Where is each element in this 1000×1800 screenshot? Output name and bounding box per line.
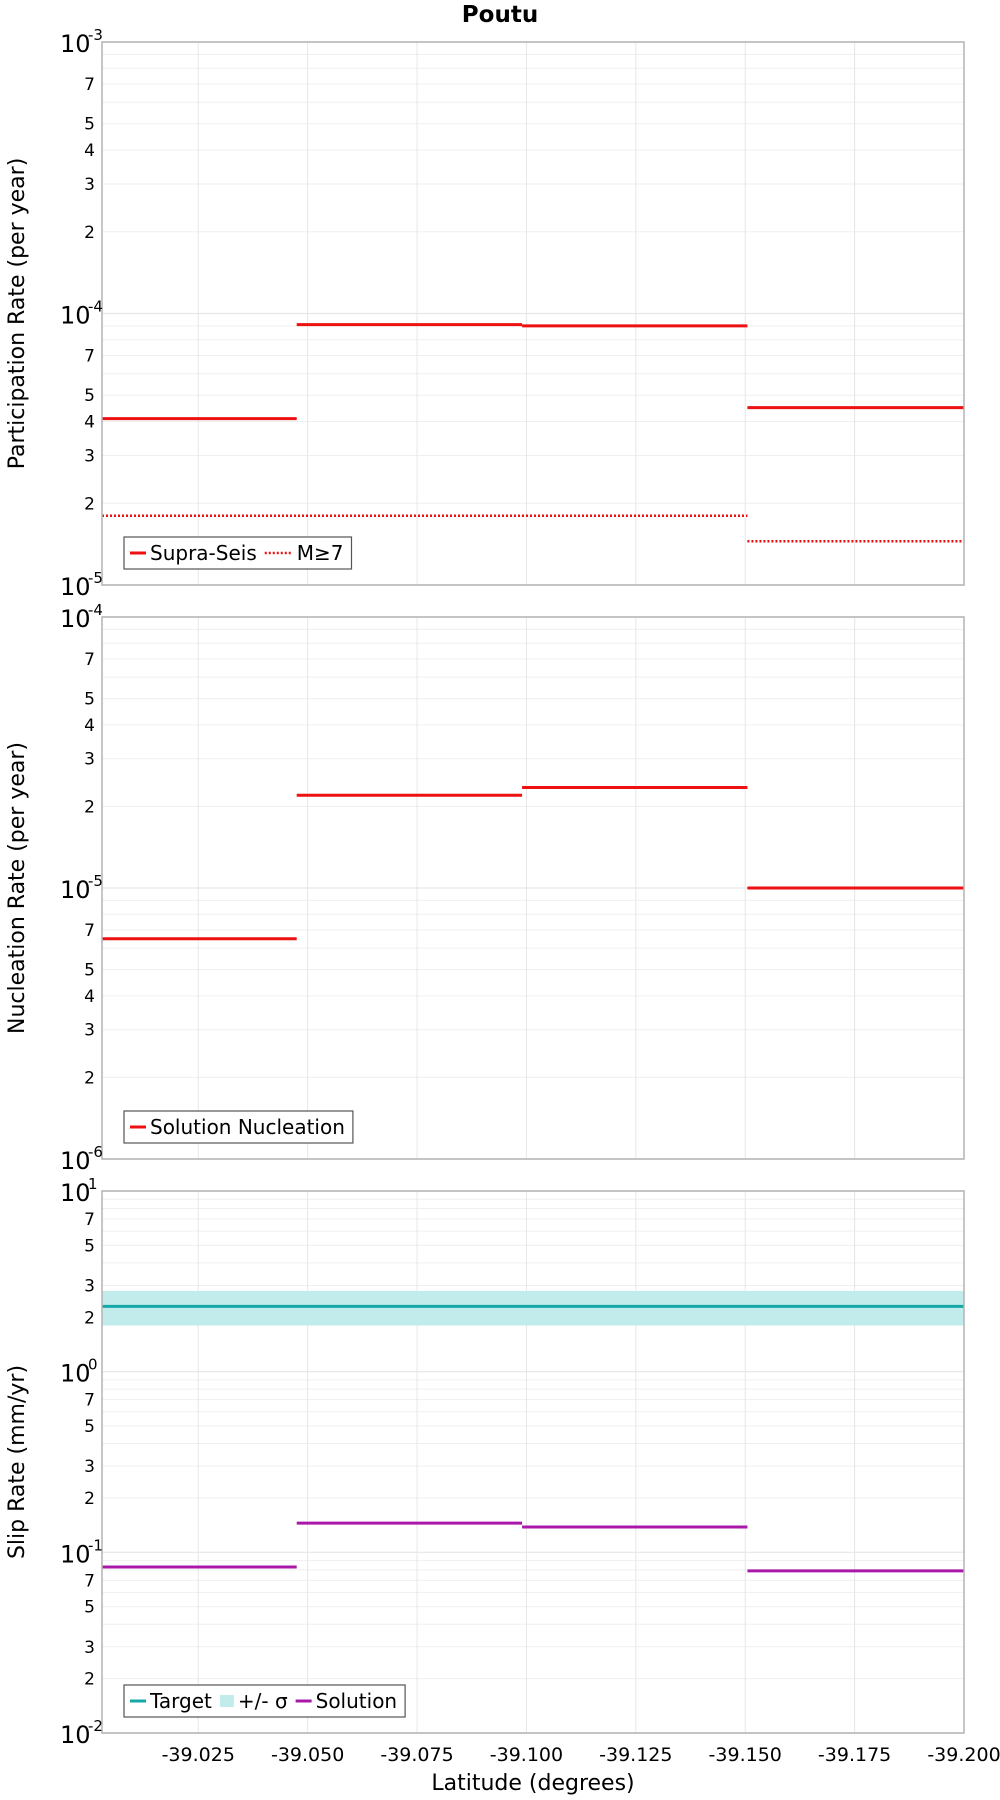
- y-axis-label: Slip Rate (mm/yr): [5, 1365, 30, 1559]
- legend-entry: Solution Nucleation: [150, 1115, 345, 1139]
- x-tick-label: -39.125: [599, 1744, 672, 1766]
- y-tick-label: 7: [84, 75, 95, 95]
- y-tick-label: 5: [84, 386, 95, 406]
- y-tick-label: 10: [60, 1360, 91, 1388]
- legend: Supra-Seis M≥7: [123, 536, 353, 570]
- y-tick-exponent: -2: [88, 1717, 103, 1735]
- y-tick-label: 10: [60, 876, 91, 904]
- sigma-band: [102, 1290, 964, 1326]
- y-tick-label: 4: [84, 987, 95, 1007]
- x-tick-label: -39.100: [490, 1744, 563, 1766]
- y-tick-label: 4: [84, 716, 95, 736]
- y-tick-label: 2: [84, 1489, 95, 1509]
- legend-entry: Target: [149, 1689, 212, 1713]
- x-tick-label: -39.150: [709, 1744, 782, 1766]
- y-tick-label: 10: [60, 1540, 91, 1568]
- x-tick-label: -39.200: [927, 1744, 1000, 1766]
- y-tick-label: 5: [84, 115, 95, 135]
- plot-frame: [101, 616, 965, 1160]
- y-tick-label: 5: [84, 1417, 95, 1437]
- y-tick-label: 10: [60, 605, 91, 633]
- y-tick-exponent: -4: [88, 298, 103, 316]
- y-tick-exponent: -6: [88, 1143, 103, 1161]
- plot-frame: [101, 1190, 965, 1734]
- x-tick-label: -39.050: [271, 1744, 344, 1766]
- x-axis-label: Latitude (degrees): [431, 1771, 634, 1796]
- y-tick-label: 10: [60, 1179, 91, 1207]
- y-tick-label: 2: [84, 1670, 95, 1690]
- y-tick-exponent: -5: [88, 872, 103, 890]
- chart-title: Poutu: [462, 2, 538, 28]
- y-tick-label: 7: [84, 921, 95, 941]
- y-tick-label: 3: [84, 446, 95, 466]
- legend-entry: Supra-Seis: [150, 541, 257, 565]
- y-tick-label: 5: [84, 961, 95, 981]
- y-tick-label: 10: [60, 302, 91, 330]
- y-tick-label: 3: [84, 1021, 95, 1041]
- y-tick-label: 2: [84, 1308, 95, 1328]
- x-tick-label: -39.075: [380, 1744, 453, 1766]
- y-tick-label: 7: [84, 1210, 95, 1230]
- legend: Solution Nucleation: [123, 1110, 354, 1144]
- y-tick-label: 4: [84, 413, 95, 433]
- y-tick-label: 10: [60, 1147, 91, 1175]
- y-axis-label: Nucleation Rate (per year): [5, 742, 30, 1034]
- legend: Target +/- σ Solution: [123, 1684, 406, 1718]
- y-tick-label: 10: [60, 573, 91, 601]
- y-tick-label: 3: [84, 1276, 95, 1296]
- y-tick-label: 2: [84, 1068, 95, 1088]
- y-tick-label: 2: [84, 797, 95, 817]
- y-tick-exponent: 1: [88, 1175, 98, 1193]
- legend-entry: M≥7: [297, 541, 344, 565]
- plot-frame: [101, 41, 965, 586]
- y-tick-label: 3: [84, 1457, 95, 1477]
- y-tick-label: 7: [84, 1571, 95, 1591]
- y-tick-label: 3: [84, 1638, 95, 1658]
- y-tick-label: 5: [84, 1598, 95, 1618]
- x-tick-label: -39.025: [162, 1744, 235, 1766]
- legend-box: [123, 1110, 354, 1144]
- y-axis-label: Participation Rate (per year): [5, 158, 30, 470]
- legend-entry: +/- σ: [238, 1689, 288, 1713]
- y-tick-label: 5: [84, 690, 95, 710]
- y-tick-label: 3: [84, 750, 95, 770]
- legend-box: [123, 536, 353, 570]
- y-tick-exponent: -5: [88, 569, 103, 587]
- y-tick-label: 10: [60, 30, 91, 58]
- legend-entry: Solution: [316, 1689, 397, 1713]
- y-tick-label: 7: [84, 650, 95, 670]
- y-tick-label: 3: [84, 175, 95, 195]
- y-tick-label: 4: [84, 141, 95, 161]
- plot-area: [102, 1191, 964, 1733]
- y-tick-exponent: -3: [88, 26, 103, 44]
- y-tick-label: 7: [84, 347, 95, 367]
- y-tick-label: 2: [84, 494, 95, 514]
- x-tick-label: -39.175: [818, 1744, 891, 1766]
- y-tick-exponent: -1: [88, 1536, 103, 1554]
- legend-box: [123, 1684, 406, 1718]
- y-tick-label: 10: [60, 1721, 91, 1749]
- y-tick-label: 7: [84, 1391, 95, 1411]
- y-tick-exponent: -4: [88, 601, 103, 619]
- y-tick-label: 5: [84, 1236, 95, 1256]
- legend-swatch: [219, 1695, 234, 1707]
- y-tick-label: 2: [84, 223, 95, 243]
- y-tick-exponent: 0: [88, 1356, 98, 1374]
